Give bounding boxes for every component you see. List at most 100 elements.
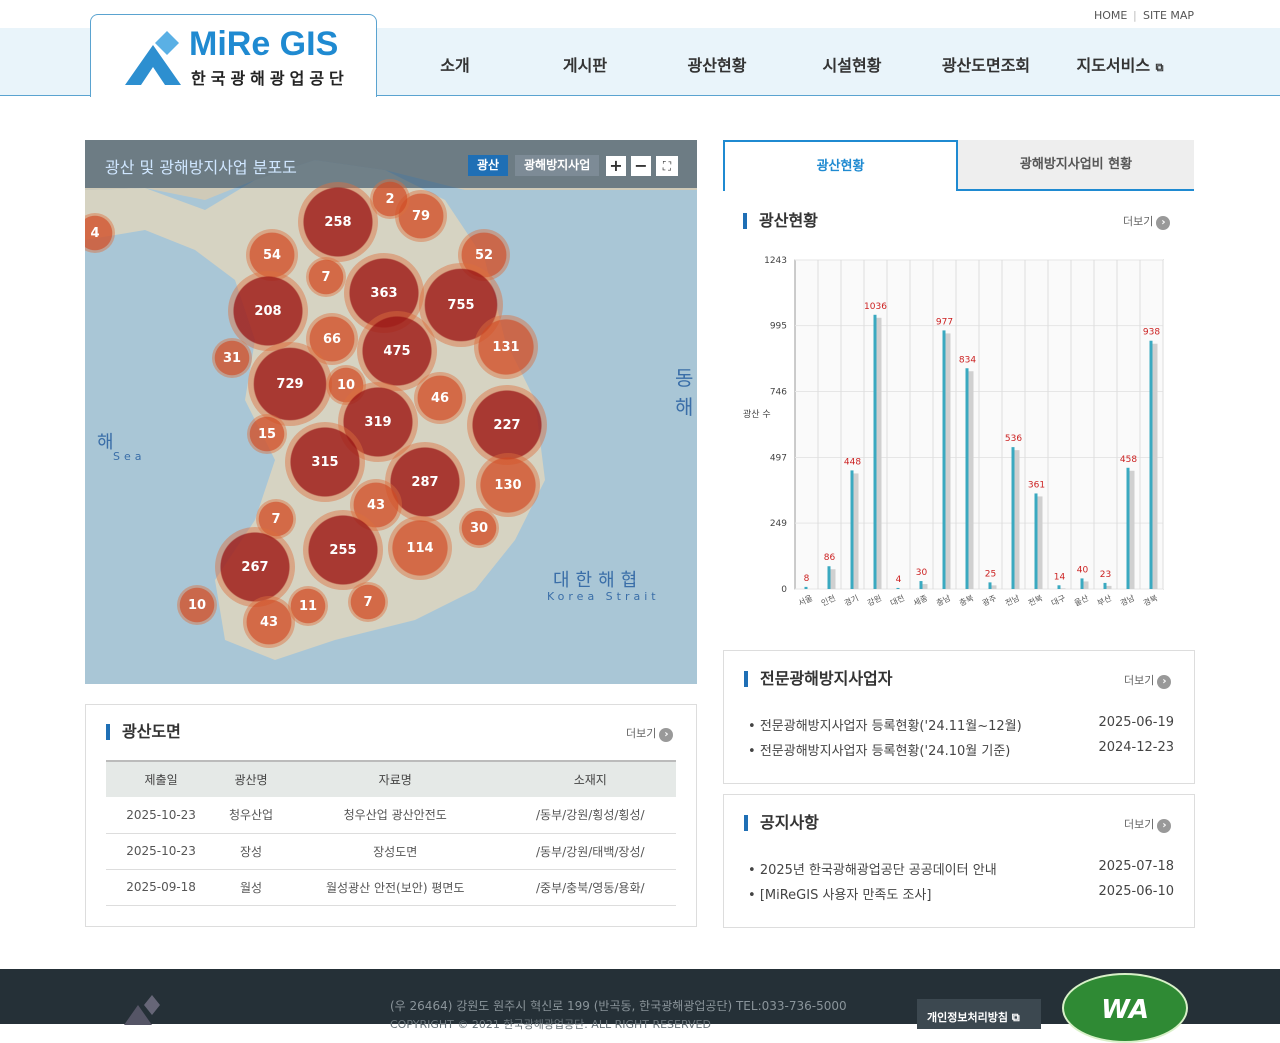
sitemap-link[interactable]: SITE MAP	[1143, 9, 1195, 22]
map-cluster[interactable]: 131	[474, 315, 538, 379]
notices-more-link[interactable]: 더보기 ›	[1124, 816, 1172, 833]
data-label: 448	[844, 457, 861, 467]
nav-facility-status[interactable]: 시설현황	[822, 56, 882, 75]
zoom-out-button[interactable]: −	[631, 156, 651, 176]
map-cluster[interactable]: 15	[247, 414, 287, 454]
logo-mark-icon	[125, 31, 181, 85]
sea-label-east: 동해	[675, 366, 694, 419]
item-text: 전문광해방지사업자 등록현황('24.10월 기준)	[759, 744, 1011, 759]
bar[interactable]	[850, 470, 854, 589]
more-label: 더보기	[1124, 818, 1155, 831]
nav-mine-status[interactable]: 광산현황	[687, 56, 747, 75]
y-tick-label: 497	[770, 453, 787, 463]
zoom-in-button[interactable]: +	[606, 156, 626, 176]
cluster-count: 227	[493, 417, 521, 433]
map-cluster[interactable]: 30	[459, 508, 499, 548]
nav-board[interactable]: 게시판	[562, 56, 608, 75]
nav-map-service[interactable]: 지도서비스 ⧉	[1060, 52, 1180, 76]
col-date: 제출일	[106, 760, 217, 797]
table-row[interactable]: 2025-10-23 청우산업 청우산업 광산안전도/동부/강원/횡성/횡성/	[106, 797, 676, 834]
data-label: 834	[959, 355, 976, 365]
map-cluster[interactable]: 7	[306, 257, 346, 297]
list-item[interactable]: • [MiReGIS 사용자 만족도 조사] 2025-06-10	[748, 884, 1174, 909]
wa-certification-badge[interactable]: WA	[1062, 973, 1188, 1043]
data-label: 8	[804, 574, 810, 584]
y-tick-label: 995	[770, 322, 787, 332]
y-axis-label: 광산 수	[743, 408, 771, 420]
map-cluster[interactable]: 31	[212, 338, 252, 378]
map-cluster[interactable]: 2	[370, 179, 410, 219]
map-cluster[interactable]: 729	[248, 342, 332, 426]
map-cluster[interactable]: 255	[303, 510, 383, 590]
bar[interactable]	[827, 566, 831, 589]
logo[interactable]: MiRe GIS 한국광해광업공단	[90, 14, 377, 97]
map-cluster[interactable]: 258	[298, 182, 378, 262]
item-date: 2024-12-23	[1098, 740, 1174, 755]
map-cluster[interactable]: 130	[476, 453, 540, 517]
bar[interactable]	[1103, 582, 1107, 589]
contractors-title: 전문광해방지사업자	[744, 671, 892, 687]
cluster-count: 43	[366, 497, 386, 513]
cluster-count: 15	[257, 426, 277, 442]
bar[interactable]	[1011, 447, 1015, 589]
bar[interactable]	[1034, 493, 1038, 589]
map-cluster[interactable]: 315	[285, 422, 365, 502]
prevention-layer-button[interactable]: 광해방지사업	[515, 155, 600, 176]
mine-layer-button[interactable]: 광산	[468, 155, 509, 176]
cluster-count: 10	[187, 597, 207, 613]
map-cluster[interactable]: 46	[414, 372, 466, 424]
nav-mine-drawings[interactable]: 광산도면조회	[941, 56, 1031, 75]
tab-prevention-cost[interactable]: 광해방지사업비 현황	[958, 140, 1194, 191]
mines-more-link[interactable]: 더보기 ›	[1123, 213, 1171, 230]
map-cluster[interactable]: 10	[177, 585, 217, 625]
map-cluster[interactable]: 267	[215, 527, 295, 607]
cluster-count: 79	[411, 208, 431, 224]
drawings-more-link[interactable]: 더보기 ›	[626, 725, 674, 742]
bar[interactable]	[988, 582, 992, 589]
mines-title: 광산현황	[743, 213, 818, 229]
cluster-count: 52	[474, 247, 494, 263]
col-doc: 자료명	[285, 760, 505, 797]
cluster-count: 4	[90, 225, 100, 241]
bar[interactable]	[1126, 467, 1130, 589]
list-item[interactable]: • 2025년 한국광해광업공단 공공데이터 안내 2025-07-18	[748, 859, 1174, 884]
bar[interactable]	[942, 330, 946, 589]
contractors-more-link[interactable]: 더보기 ›	[1124, 672, 1172, 689]
list-item[interactable]: • 전문광해방지사업자 등록현황('24.10월 기준) 2024-12-23	[748, 740, 1174, 765]
list-item-title: • 전문광해방지사업자 등록현황('24.11월~12월)	[748, 719, 1022, 734]
map-cluster[interactable]: 114	[388, 516, 452, 580]
fullscreen-icon[interactable]: ⛶	[656, 156, 678, 176]
tab-mine-status[interactable]: 광산현황	[723, 140, 958, 191]
bar[interactable]	[1080, 578, 1084, 589]
table-row[interactable]: 2025-10-23 장성 장성도면/동부/강원/태백/장성/	[106, 833, 676, 870]
x-tick-label: 울산	[1072, 592, 1090, 608]
list-item-title: • [MiReGIS 사용자 만족도 조사]	[748, 888, 932, 903]
bar[interactable]	[896, 587, 900, 589]
table-cell: 장성도면	[285, 833, 505, 870]
contractors-panel: 전문광해방지사업자 더보기 › • 전문광해방지사업자 등록현황('24.11월~…	[723, 650, 1195, 784]
bar[interactable]	[804, 586, 808, 589]
home-link[interactable]: HOME	[1094, 9, 1128, 22]
cluster-count: 315	[311, 454, 339, 470]
distribution-map[interactable]: 광산 및 광해방지사업 분포도 광산 광해방지사업 + − ⛶ 동해 대한해협 …	[85, 140, 697, 684]
map-cluster[interactable]: 208	[228, 271, 308, 351]
item-date: 2025-06-10	[1098, 884, 1174, 899]
bar[interactable]	[1057, 585, 1061, 589]
drawings-title: 광산도면	[106, 724, 181, 740]
footer-address: (우 26464) 강원도 원주시 혁신로 199 (반곡동, 한국광해광업공단…	[390, 999, 847, 1013]
nav-intro[interactable]: 소개	[440, 56, 470, 75]
data-label: 1036	[864, 302, 887, 312]
logo-subtitle: 한국광해광업공단	[191, 69, 349, 88]
map-cluster[interactable]: 227	[467, 385, 547, 465]
bar[interactable]	[965, 368, 969, 589]
bar-shadow	[945, 333, 951, 589]
bar[interactable]	[1149, 340, 1153, 589]
map-cluster[interactable]: 43	[243, 596, 295, 648]
bar[interactable]	[873, 314, 877, 589]
privacy-policy-button[interactable]: 개인정보처리방침 ⧉	[917, 999, 1041, 1029]
map-cluster[interactable]: 7	[348, 582, 388, 622]
table-row[interactable]: 2025-09-18 월성 월성광산 안전(보안) 평면도/중부/충북/영동/용화/	[106, 869, 676, 906]
bar[interactable]	[919, 581, 923, 589]
data-label: 23	[1100, 570, 1111, 580]
list-item[interactable]: • 전문광해방지사업자 등록현황('24.11월~12월) 2025-06-19	[748, 715, 1174, 740]
